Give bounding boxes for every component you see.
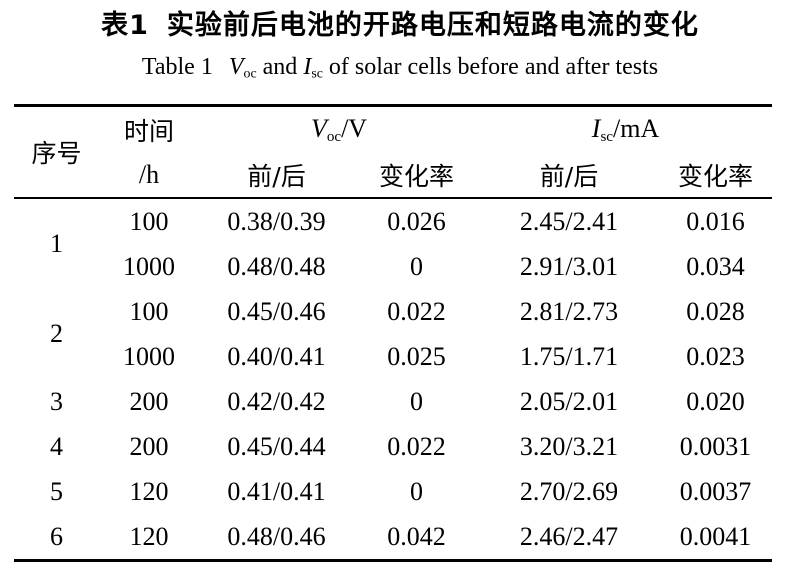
cell-time: 120 <box>129 521 169 551</box>
cell-isc-before-after: 2.05/2.01 <box>519 386 619 416</box>
table-body: 1 100 0.38/0.39 0.026 2.45/2.41 0.016 10… <box>14 198 772 561</box>
table-row: 6 120 0.48/0.46 0.042 2.46/2.47 0.0041 <box>14 514 772 561</box>
isc-unit-header: /mA <box>613 114 660 144</box>
voc-symbol-header: V <box>310 114 327 144</box>
cell-voc-before-after: 0.45/0.44 <box>227 431 326 461</box>
caption-tail-text: of solar cells before and after tests <box>322 54 659 80</box>
cell-isc-before-after: 3.20/3.21 <box>519 431 619 461</box>
isc-subscript-header: sc <box>600 128 613 145</box>
isc-symbol-caption: I <box>303 54 312 80</box>
cell-time: 1000 <box>123 251 175 281</box>
cell-isc-before-after: 2.46/2.47 <box>519 521 619 551</box>
cell-seq: 1 <box>50 229 63 259</box>
cell-isc-change-rate: 0.0041 <box>679 521 752 551</box>
caption-and-text: and <box>256 54 304 80</box>
header-time-unit: /h <box>138 159 160 189</box>
cell-voc-before-after: 0.41/0.41 <box>227 476 326 506</box>
table-title-text-cn: 实验前后电池的开路电压和短路电流的变化 <box>166 10 699 41</box>
cell-voc-before-after: 0.45/0.46 <box>227 296 326 326</box>
header-voc-change-rate: 变化率 <box>378 161 454 191</box>
cell-voc-change-rate: 0.042 <box>387 521 446 551</box>
cell-isc-before-after: 2.45/2.41 <box>519 206 619 236</box>
table-title-chinese: 表1 实验前后电池的开路电压和短路电流的变化 <box>0 0 800 44</box>
cell-voc-change-rate: 0 <box>410 386 423 416</box>
cell-isc-change-rate: 0.020 <box>686 386 745 416</box>
isc-subscript-caption: sc <box>311 66 323 82</box>
cell-isc-before-after: 1.75/1.71 <box>519 341 619 371</box>
table-row: 1000 0.40/0.41 0.025 1.75/1.71 0.023 <box>14 334 772 379</box>
cell-seq: 5 <box>50 476 63 506</box>
isc-symbol-header: I <box>591 114 601 144</box>
cell-voc-before-after: 0.42/0.42 <box>227 386 326 416</box>
results-table: 序号 时间 Voc/V Isc/mA /h 前/后 变化率 前/后 变化率 1 … <box>14 104 772 563</box>
table-row: 1 100 0.38/0.39 0.026 2.45/2.41 0.016 <box>14 198 772 259</box>
cell-isc-change-rate: 0.0031 <box>679 431 752 461</box>
table-caption-english: Table 1 Voc and Isc of solar cells before… <box>0 51 800 90</box>
cell-voc-change-rate: 0.022 <box>387 431 446 461</box>
header-voc-group: Voc/V <box>199 106 479 153</box>
voc-unit-header: /V <box>341 114 368 144</box>
cell-isc-before-after: 2.91/3.01 <box>519 251 619 281</box>
table-row: 5 120 0.41/0.41 0 2.70/2.69 0.0037 <box>14 469 772 514</box>
header-isc-change-rate: 变化率 <box>677 161 753 191</box>
table-row: 2 100 0.45/0.46 0.022 2.81/2.73 0.028 <box>14 289 772 349</box>
header-voc-before-after: 前/后 <box>247 161 306 191</box>
cell-time: 200 <box>129 386 169 416</box>
cell-time: 120 <box>129 476 169 506</box>
voc-subscript-caption: oc <box>243 66 257 82</box>
cell-seq: 2 <box>50 319 63 349</box>
cell-time: 1000 <box>123 341 175 371</box>
header-row-2: /h 前/后 变化率 前/后 变化率 <box>14 152 772 198</box>
cell-seq: 6 <box>50 521 63 551</box>
table-number-label-en: Table 1 <box>141 54 213 80</box>
cell-seq: 4 <box>50 431 63 461</box>
cell-isc-change-rate: 0.023 <box>686 341 745 371</box>
cell-time: 100 <box>129 296 169 326</box>
cell-isc-change-rate: 0.016 <box>686 206 745 236</box>
table-header: 序号 时间 Voc/V Isc/mA /h 前/后 变化率 前/后 变化率 <box>14 106 772 199</box>
cell-voc-change-rate: 0.026 <box>387 206 446 236</box>
cell-seq: 3 <box>50 386 63 416</box>
cell-isc-change-rate: 0.0037 <box>679 476 752 506</box>
cell-voc-before-after: 0.48/0.48 <box>227 251 326 281</box>
voc-symbol-caption: V <box>228 54 244 80</box>
cell-voc-change-rate: 0 <box>410 251 423 281</box>
cell-isc-change-rate: 0.028 <box>686 296 745 326</box>
cell-time: 200 <box>129 431 169 461</box>
cell-voc-change-rate: 0 <box>410 476 423 506</box>
cell-voc-before-after: 0.48/0.46 <box>227 521 326 551</box>
cell-voc-change-rate: 0.025 <box>387 341 446 371</box>
header-isc-group: Isc/mA <box>479 106 772 153</box>
cell-isc-change-rate: 0.034 <box>686 251 745 281</box>
cell-voc-before-after: 0.38/0.39 <box>227 206 326 236</box>
header-isc-before-after: 前/后 <box>539 161 599 191</box>
voc-subscript-header: oc <box>326 128 342 145</box>
cell-isc-before-after: 2.70/2.69 <box>519 476 619 506</box>
cell-isc-before-after: 2.81/2.73 <box>519 296 619 326</box>
cell-voc-change-rate: 0.022 <box>387 296 446 326</box>
table-row: 4 200 0.45/0.44 0.022 3.20/3.21 0.0031 <box>14 424 772 469</box>
header-seq: 序号 <box>31 139 82 169</box>
table-number-label-cn: 表1 <box>101 10 149 41</box>
table-row: 3 200 0.42/0.42 0 2.05/2.01 0.020 <box>14 379 772 424</box>
cell-time: 100 <box>129 206 169 236</box>
cell-voc-before-after: 0.40/0.41 <box>227 341 326 371</box>
header-row-1: 序号 时间 Voc/V Isc/mA <box>14 106 772 168</box>
header-time: 时间 <box>123 116 174 146</box>
table-row: 1000 0.48/0.48 0 2.91/3.01 0.034 <box>14 244 772 289</box>
